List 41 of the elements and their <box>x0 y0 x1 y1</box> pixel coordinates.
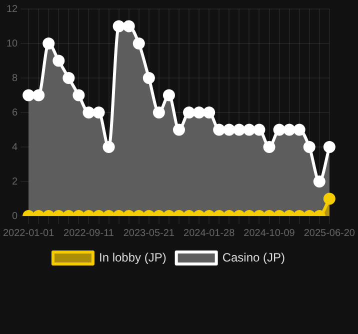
point <box>62 72 75 84</box>
point <box>293 124 306 136</box>
y-tick-label: 2 <box>12 176 18 188</box>
point <box>22 89 35 102</box>
point <box>72 89 85 102</box>
point <box>52 54 65 67</box>
x-tick-label: 2022-09-11 <box>64 228 114 239</box>
x-tick-label: 2025-06-20 <box>304 228 356 239</box>
point <box>183 106 196 118</box>
point <box>223 124 236 136</box>
x-tick-label: 2024-01-28 <box>184 228 236 239</box>
point <box>82 106 95 118</box>
point <box>102 141 115 153</box>
x-tick-label: 2023-05-21 <box>123 228 175 239</box>
y-tick-label: 6 <box>12 107 18 118</box>
point <box>263 141 276 153</box>
point <box>173 124 185 136</box>
x-tick-label: 2024-10-09 <box>244 228 296 239</box>
y-tick-label: 8 <box>12 72 18 84</box>
legend-label: Casino (JP) <box>222 250 286 264</box>
point <box>92 106 105 118</box>
point <box>273 124 286 136</box>
point <box>162 89 175 102</box>
point <box>243 124 256 136</box>
point <box>193 106 206 118</box>
point <box>283 124 296 136</box>
legend-label: In lobby (JP) <box>98 250 166 264</box>
point <box>213 124 226 136</box>
point <box>142 72 155 84</box>
point <box>303 141 316 153</box>
y-tick-label: 4 <box>12 142 18 153</box>
y-tick-label: 0 <box>12 210 18 222</box>
point <box>253 124 266 136</box>
point <box>32 89 45 102</box>
y-tick-label: 12 <box>6 4 18 15</box>
point <box>152 106 165 118</box>
point <box>203 106 216 118</box>
y-tick-label: 10 <box>6 38 18 50</box>
point <box>323 141 336 153</box>
x-tick-label: 2022-01-01 <box>3 228 55 239</box>
point <box>233 124 246 136</box>
